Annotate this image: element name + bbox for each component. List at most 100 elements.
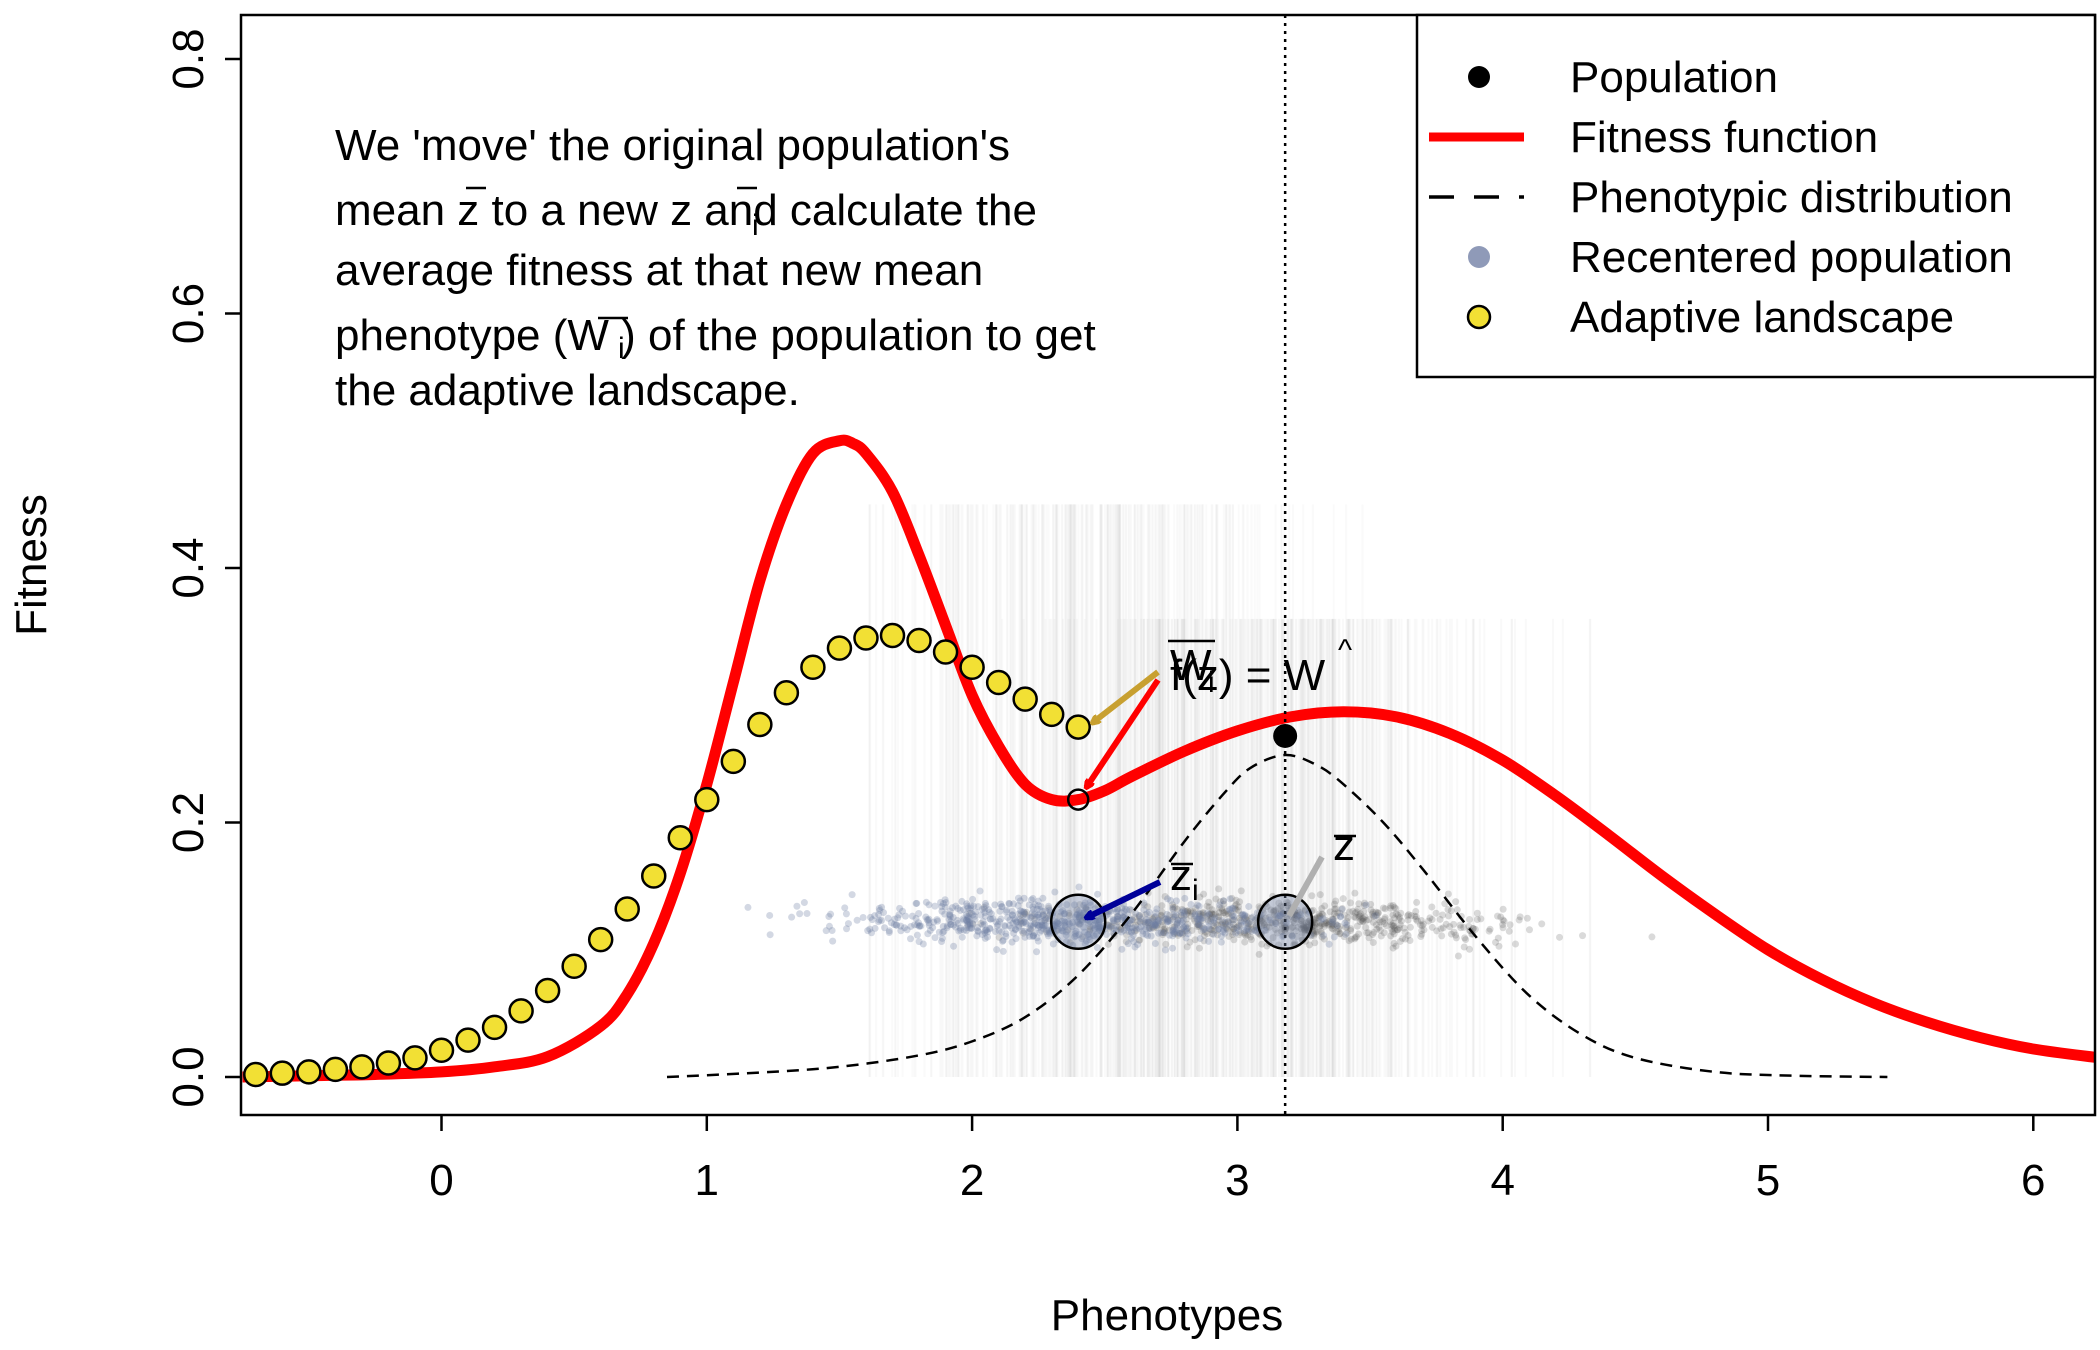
- recentered-population-point: [1113, 915, 1121, 923]
- original-population-point: [1270, 907, 1278, 915]
- original-population-point: [1153, 921, 1161, 929]
- recentered-population-point: [1085, 930, 1093, 938]
- original-population-point: [1436, 915, 1444, 923]
- original-population-point: [1347, 925, 1355, 933]
- original-population-point: [1273, 929, 1281, 937]
- recentered-population-point: [1180, 923, 1188, 931]
- recentered-population-point: [934, 917, 942, 925]
- recentered-population-point: [1046, 929, 1054, 937]
- original-population-point: [1556, 933, 1564, 941]
- original-population-point: [1322, 916, 1330, 924]
- recentered-population-point: [998, 903, 1006, 911]
- recentered-population-point: [1151, 939, 1159, 947]
- original-population-point: [1161, 893, 1169, 901]
- original-population-point: [1369, 918, 1377, 926]
- recentered-population-point: [875, 904, 883, 912]
- original-population-point: [1165, 926, 1173, 934]
- original-population-point: [1338, 905, 1346, 913]
- recentered-population-point: [1174, 916, 1182, 924]
- original-population-point: [1386, 904, 1394, 912]
- recentered-population-point: [1203, 909, 1211, 917]
- arrow-to-fitness: [1086, 678, 1161, 788]
- original-population-point: [1065, 912, 1073, 920]
- recentered-population-point: [1180, 909, 1188, 917]
- recentered-population-point: [1191, 912, 1199, 920]
- original-population-point: [1188, 926, 1196, 934]
- original-population-point: [1248, 925, 1256, 933]
- original-population-point: [1452, 931, 1460, 939]
- original-population-point: [1460, 943, 1468, 951]
- recentered-population-point: [1173, 921, 1181, 929]
- recentered-population-point: [1030, 932, 1038, 940]
- recentered-population-point: [1010, 915, 1018, 923]
- original-population-point: [1394, 911, 1402, 919]
- recentered-population-point: [1243, 924, 1251, 932]
- original-population-point: [1318, 905, 1326, 913]
- recentered-population-point: [1084, 919, 1092, 927]
- recentered-population-point: [962, 911, 970, 919]
- original-population-point: [1178, 925, 1186, 933]
- recentered-population-point: [1031, 920, 1039, 928]
- original-population-point: [1198, 916, 1206, 924]
- recentered-population-point: [1034, 921, 1042, 929]
- adaptive-landscape-point: [481, 1014, 508, 1041]
- recentered-population-point: [1205, 937, 1213, 945]
- recentered-population-point: [1005, 899, 1013, 907]
- recentered-population-point: [942, 899, 950, 907]
- recentered-population-point: [1240, 927, 1248, 935]
- original-population-point: [1039, 910, 1047, 918]
- original-population-point: [1648, 933, 1656, 941]
- original-population-point: [1178, 929, 1186, 937]
- recentered-population-point: [1020, 927, 1028, 935]
- recentered-population-point: [1178, 918, 1186, 926]
- original-population-point: [1126, 920, 1134, 928]
- x-tick-label-2: 2: [960, 1156, 984, 1205]
- recentered-population-point: [1033, 913, 1041, 921]
- recentered-population-point: [1061, 910, 1069, 918]
- original-population-point: [1288, 932, 1296, 940]
- original-population-point: [1332, 912, 1340, 920]
- recentered-population-point: [1096, 923, 1104, 931]
- original-population-point: [1367, 900, 1375, 908]
- original-population-point: [1392, 905, 1400, 913]
- plot-frame: [239, 13, 2097, 1117]
- original-population-point: [1311, 928, 1319, 936]
- recentered-population-point: [1193, 915, 1201, 923]
- recentered-population-point: [895, 911, 903, 919]
- recentered-population-point: [1113, 906, 1121, 914]
- original-population-point: [1358, 916, 1366, 924]
- recentered-population-point: [1132, 909, 1140, 917]
- original-population-point: [1362, 923, 1370, 931]
- original-population-point: [1145, 918, 1153, 926]
- original-population-point: [1406, 936, 1414, 944]
- original-population-point: [1148, 923, 1156, 931]
- recentered-population-point: [1176, 929, 1184, 937]
- original-population-point: [1374, 909, 1382, 917]
- recentered-population-point: [1191, 910, 1199, 918]
- original-population-point: [1340, 911, 1348, 919]
- original-population-point: [1302, 923, 1310, 931]
- original-population-point: [1377, 932, 1385, 940]
- recentered-population-point: [1153, 905, 1161, 913]
- x-tick-label-5: 5: [1756, 1156, 1780, 1205]
- original-population-point: [1332, 897, 1340, 905]
- original-population-point: [1228, 916, 1236, 924]
- recentered-population-point: [1164, 895, 1172, 903]
- original-population-point: [1247, 936, 1255, 944]
- original-population-point: [1272, 920, 1280, 928]
- original-population-point: [1450, 928, 1458, 936]
- original-population-point: [1302, 919, 1310, 927]
- original-population-point: [1128, 916, 1136, 924]
- original-population-point: [1141, 911, 1149, 919]
- original-population-point: [1044, 915, 1052, 923]
- recentered-population-point: [963, 902, 971, 910]
- original-population-point: [1166, 911, 1174, 919]
- original-population-point: [1208, 913, 1216, 921]
- original-population-point: [1174, 931, 1182, 939]
- original-population-point: [1277, 902, 1285, 910]
- recentered-population-point: [1051, 917, 1059, 925]
- original-population-point: [1272, 918, 1280, 926]
- recentered-population-point: [1139, 930, 1147, 938]
- recentered-population-point: [1142, 921, 1150, 929]
- recentered-population-point: [1072, 927, 1080, 935]
